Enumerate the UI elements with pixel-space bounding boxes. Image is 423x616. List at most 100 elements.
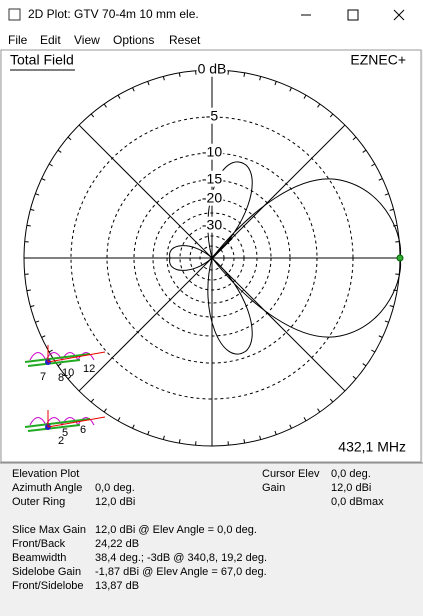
tick — [147, 81, 150, 86]
tick — [393, 289, 398, 292]
antenna-elements — [24, 418, 91, 432]
stat-label: Sidelobe Gain — [12, 566, 81, 578]
ring-label: -20 — [202, 190, 222, 206]
app-icon — [8, 8, 21, 21]
tick — [67, 136, 72, 141]
stat-label: Front/Sidelobe — [12, 580, 84, 592]
menu-bar — [0, 30, 423, 50]
info-label: Gain — [262, 482, 285, 494]
tick — [48, 349, 53, 353]
stat-label: Slice Max Gain — [12, 524, 86, 536]
info-panel: Elevation Plot Azimuth Angle 0,0 deg. Outer… — [12, 468, 384, 592]
tick — [117, 94, 121, 99]
tick — [384, 320, 389, 323]
cursor-line — [211, 237, 233, 259]
tick — [393, 224, 398, 227]
tick — [303, 417, 307, 422]
window-title: 2D Plot: GTV 70-4m 10 mm ele. — [28, 7, 199, 21]
tick — [371, 349, 376, 353]
menu-item[interactable]: File — [8, 33, 28, 47]
antenna-label: 2 — [58, 435, 64, 447]
info-value: 12,0 dBi — [95, 496, 135, 508]
info-label: Azimuth Angle — [12, 482, 82, 494]
menu: File Edit View Options Reset — [8, 33, 201, 47]
tick — [362, 149, 367, 153]
tick — [90, 113, 95, 118]
tick — [48, 163, 53, 167]
stat-label: Beamwidth — [12, 552, 66, 564]
plot-type: Elevation Plot — [12, 468, 79, 480]
antenna-label: 6 — [80, 424, 86, 436]
ring-label-bg — [204, 107, 220, 124]
menu-item[interactable]: View — [74, 33, 100, 47]
info-value: 0,0 deg. — [95, 482, 135, 494]
antenna-label: 8 — [58, 372, 64, 384]
stat-value: -1,87 dBi @ Elev Angle = 67,0 deg. — [95, 566, 267, 578]
maximize-button[interactable] — [347, 9, 359, 21]
ring-label-bg — [200, 170, 224, 187]
antenna-axes — [47, 410, 106, 428]
antenna-axes — [47, 345, 106, 363]
tick — [132, 87, 135, 92]
info-value: 0,0 deg. — [331, 468, 371, 480]
tick — [30, 208, 35, 211]
tick — [362, 363, 367, 367]
info-value: 12,0 dBi — [331, 482, 371, 494]
tick — [178, 72, 181, 77]
tick — [178, 439, 181, 444]
tick — [147, 430, 150, 435]
tick — [26, 224, 31, 227]
polar-plot: 0 dB -5 -10 -15 -20 -30 7 810 12 25 6 — [23, 60, 404, 447]
tick — [162, 435, 165, 440]
tick — [41, 335, 46, 338]
tick — [317, 103, 321, 108]
tick — [57, 149, 62, 153]
info-label: Outer Ring — [12, 496, 65, 508]
ring-label: 0 dB — [198, 61, 227, 77]
tick — [389, 305, 394, 308]
menu-item[interactable]: Reset — [169, 33, 201, 47]
tick — [259, 76, 262, 81]
ring-label: -5 — [206, 108, 219, 124]
ring-label-bg — [200, 143, 224, 160]
tick — [274, 430, 277, 435]
info-value: 0,0 dBmax — [331, 496, 384, 508]
menu-item[interactable]: Options — [113, 33, 154, 47]
menu-item[interactable]: Edit — [40, 33, 61, 47]
stat-value: 12,0 dBi @ Elev Angle = 0,0 deg. — [95, 524, 257, 536]
tick — [274, 81, 277, 86]
tick — [41, 178, 46, 181]
tick — [329, 113, 334, 118]
ring-label-bg — [200, 189, 224, 206]
antenna-elements — [24, 353, 91, 367]
close-button[interactable] — [393, 9, 405, 21]
tick — [117, 417, 121, 422]
tick — [378, 335, 383, 338]
frequency: 432,1 MHz — [338, 439, 406, 455]
tick — [352, 136, 357, 141]
tick — [90, 398, 95, 403]
antenna-label: 5 — [62, 427, 68, 439]
ring-label-bg — [200, 216, 224, 233]
tick — [67, 375, 72, 380]
tick — [35, 320, 40, 323]
antenna-label: 7 — [40, 371, 46, 383]
tick — [103, 103, 107, 108]
tick — [57, 363, 62, 367]
title-bar — [0, 0, 423, 30]
tick — [289, 87, 292, 92]
field-label: Total Field — [10, 52, 74, 68]
ring-label: -10 — [202, 144, 222, 160]
ring-label: -30 — [202, 217, 222, 233]
ring-label-bg — [196, 60, 228, 77]
tick — [35, 193, 40, 196]
stat-label: Front/Back — [12, 538, 66, 550]
tick — [303, 94, 307, 99]
brand: EZNEC+ — [350, 52, 406, 68]
tick — [26, 289, 31, 292]
tick — [243, 72, 246, 77]
tick — [352, 375, 357, 380]
tick — [103, 408, 107, 413]
